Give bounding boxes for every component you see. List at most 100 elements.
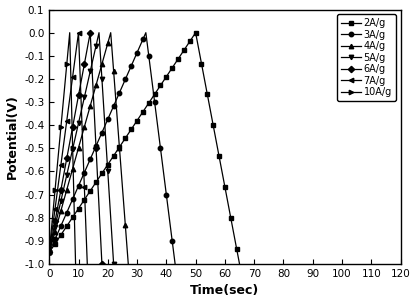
3A/g xyxy=(129,64,134,68)
2A/g xyxy=(129,128,134,131)
3A/g xyxy=(120,84,125,88)
3A/g xyxy=(149,77,154,81)
4A/g xyxy=(70,167,75,171)
3A/g xyxy=(138,44,143,48)
4A/g xyxy=(94,83,99,87)
3A/g xyxy=(114,98,119,101)
Y-axis label: Potential(V): Potential(V) xyxy=(5,94,19,179)
3A/g xyxy=(144,31,149,35)
6A/g xyxy=(62,172,67,176)
4A/g xyxy=(88,104,93,108)
3A/g xyxy=(161,170,166,173)
3A/g xyxy=(76,184,81,188)
6A/g xyxy=(79,78,84,82)
6A/g xyxy=(76,94,81,97)
7A/g xyxy=(50,229,54,232)
10A/g xyxy=(70,147,75,150)
2A/g xyxy=(94,180,99,184)
3A/g xyxy=(108,111,113,115)
4A/g xyxy=(117,147,122,150)
6A/g xyxy=(52,219,57,223)
5A/g xyxy=(62,186,67,190)
7A/g xyxy=(58,163,63,166)
4A/g xyxy=(111,69,116,73)
3A/g xyxy=(164,193,169,196)
4A/g xyxy=(126,262,131,266)
Line: 4A/g: 4A/g xyxy=(47,31,131,266)
7A/g xyxy=(79,108,84,112)
3A/g xyxy=(126,71,131,75)
3A/g xyxy=(73,191,78,194)
5A/g xyxy=(102,123,107,127)
5A/g xyxy=(99,77,104,81)
2A/g xyxy=(105,163,110,166)
3A/g xyxy=(105,118,110,121)
3A/g xyxy=(70,197,75,201)
3A/g xyxy=(85,164,90,168)
2A/g xyxy=(225,201,230,204)
6A/g xyxy=(99,262,104,266)
7A/g xyxy=(62,141,67,145)
4A/g xyxy=(64,188,69,191)
7A/g xyxy=(70,75,75,78)
7A/g xyxy=(52,207,57,210)
3A/g xyxy=(67,204,72,208)
3A/g xyxy=(47,251,52,254)
2A/g xyxy=(193,31,198,35)
2A/g xyxy=(237,262,242,266)
4A/g xyxy=(105,41,110,45)
4A/g xyxy=(85,115,90,118)
2A/g xyxy=(199,62,204,65)
4A/g xyxy=(76,146,81,150)
10A/g xyxy=(64,62,69,66)
4A/g xyxy=(79,135,84,139)
6A/g xyxy=(73,109,78,113)
3A/g xyxy=(79,177,84,181)
5A/g xyxy=(88,70,93,73)
6A/g xyxy=(82,62,87,66)
X-axis label: Time(sec): Time(sec) xyxy=(190,285,260,298)
5A/g xyxy=(50,238,54,241)
10A/g xyxy=(73,262,78,266)
6A/g xyxy=(97,205,102,208)
5A/g xyxy=(82,95,87,99)
5A/g xyxy=(79,108,84,112)
7A/g xyxy=(55,185,60,188)
5A/g xyxy=(91,57,96,60)
7A/g xyxy=(67,97,72,100)
3A/g xyxy=(55,231,60,234)
3A/g xyxy=(131,58,136,61)
3A/g xyxy=(152,100,157,104)
Line: 10A/g: 10A/g xyxy=(47,31,78,266)
4A/g xyxy=(82,125,87,129)
5A/g xyxy=(94,44,99,48)
3A/g xyxy=(155,123,160,127)
6A/g xyxy=(55,204,60,207)
4A/g xyxy=(50,240,54,244)
5A/g xyxy=(76,122,81,125)
3A/g xyxy=(123,78,128,81)
7A/g xyxy=(64,119,69,122)
5A/g xyxy=(67,160,72,164)
Line: 2A/g: 2A/g xyxy=(47,31,242,266)
5A/g xyxy=(111,262,116,266)
3A/g xyxy=(82,171,87,174)
2A/g xyxy=(47,251,52,254)
6A/g xyxy=(67,141,72,145)
4A/g xyxy=(108,31,113,35)
3A/g xyxy=(50,244,54,248)
6A/g xyxy=(94,147,99,150)
6A/g xyxy=(58,188,63,191)
5A/g xyxy=(108,216,113,220)
10A/g xyxy=(55,156,60,160)
5A/g xyxy=(70,147,75,151)
5A/g xyxy=(47,251,52,254)
7A/g xyxy=(76,31,81,35)
Line: 5A/g: 5A/g xyxy=(47,31,116,266)
3A/g xyxy=(94,144,99,148)
3A/g xyxy=(88,157,93,161)
7A/g xyxy=(82,185,87,189)
4A/g xyxy=(67,177,72,181)
5A/g xyxy=(64,173,69,177)
10A/g xyxy=(67,31,72,35)
